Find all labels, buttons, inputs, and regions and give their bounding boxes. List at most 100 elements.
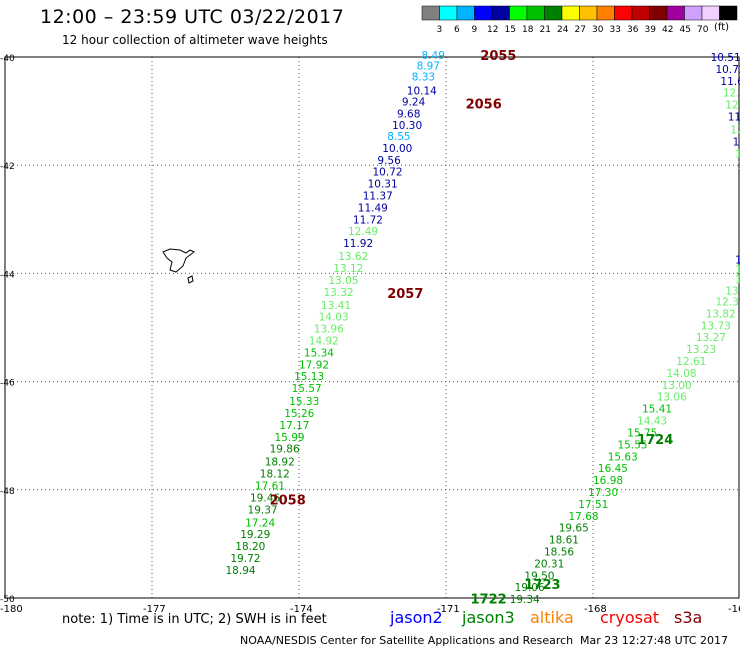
data-point-label: 15.75 bbox=[627, 427, 657, 439]
color-swatch bbox=[596, 5, 615, 21]
data-point-label: 12.49 bbox=[348, 226, 378, 238]
data-point-label: 15.55 bbox=[618, 439, 648, 451]
color-swatch bbox=[719, 5, 738, 21]
data-point-label: 13.06 bbox=[657, 392, 687, 404]
data-point-label: 17.30 bbox=[588, 487, 618, 499]
data-point-label: 13.96 bbox=[314, 324, 344, 336]
data-point-label: 13.12 bbox=[333, 263, 363, 275]
data-point-label: 19.65 bbox=[559, 523, 589, 535]
data-point-label: 15.57 bbox=[292, 383, 322, 395]
data-point-label: 19.29 bbox=[240, 529, 270, 541]
plot-frame bbox=[4, 56, 740, 599]
data-point-label: 13.27 bbox=[696, 332, 726, 344]
chart-points: 8.498.978.33 10.149.249.6810.308.5510.009… bbox=[226, 50, 740, 606]
y-tick-label: -42 bbox=[0, 162, 15, 172]
color-scale-tick: 30 bbox=[592, 25, 604, 35]
data-point-label: 17.68 bbox=[569, 511, 599, 523]
data-point-label: 17.24 bbox=[245, 517, 275, 529]
x-tick-label: -180 bbox=[0, 604, 23, 615]
data-point-label: 15.33 bbox=[289, 396, 319, 408]
color-scale-tick: 27 bbox=[575, 25, 586, 35]
data-point-label: 11.17 bbox=[728, 112, 740, 124]
color-scale-tick: 12 bbox=[487, 25, 498, 35]
data-point-label: 15.63 bbox=[608, 451, 638, 463]
chart-subtitle: 12 hour collection of altimeter wave hei… bbox=[62, 33, 328, 47]
data-point-label: 13.92 bbox=[725, 286, 740, 298]
color-swatch bbox=[684, 5, 703, 21]
color-scale-bar: 3 6 9 12 15 18 21 24 27 30 33 36 39 42 45 70 bbox=[421, 5, 738, 35]
color-scale-tick: 21 bbox=[540, 25, 551, 35]
data-point-label: 15.13 bbox=[294, 371, 324, 383]
data-point-label: 20.31 bbox=[534, 558, 564, 570]
data-point-label: 11.37 bbox=[363, 190, 393, 202]
chart-time-labels: 2055 2056 2057 2058 1724 1723 1722 bbox=[270, 49, 674, 608]
y-tick-label: -48 bbox=[0, 487, 15, 497]
data-point-label: 11.92 bbox=[733, 136, 740, 148]
data-point-label: 13.16 bbox=[735, 264, 740, 276]
color-swatch bbox=[649, 5, 668, 21]
legend-s3a: s3a bbox=[674, 608, 703, 627]
time-label: 2055 bbox=[480, 49, 516, 64]
data-point-label: 18.61 bbox=[549, 535, 579, 547]
data-point-label: 10.72 bbox=[716, 64, 740, 76]
island-outline bbox=[162, 248, 195, 284]
data-point-label: 8.97 bbox=[417, 61, 440, 73]
data-point-label: 18.20 bbox=[235, 541, 265, 553]
color-scale-tick: 6 bbox=[454, 25, 460, 35]
color-swatch bbox=[526, 5, 545, 21]
data-point-label: 17.51 bbox=[578, 499, 608, 511]
data-point-label: 12.57 bbox=[738, 160, 740, 172]
data-point-label: 13.62 bbox=[338, 251, 368, 263]
color-scale-tick: 3 bbox=[437, 25, 443, 35]
data-point-label: 11.68 bbox=[720, 76, 740, 88]
data-point-label: 12.39 bbox=[716, 297, 740, 309]
data-point-label: 18.94 bbox=[226, 565, 256, 577]
data-point-label: 10.14 bbox=[407, 86, 437, 98]
data-point-label: 13.82 bbox=[706, 308, 736, 320]
data-point-label: 19.72 bbox=[230, 553, 260, 565]
color-swatch bbox=[509, 5, 528, 21]
y-tick-label: -50 bbox=[0, 595, 15, 605]
time-label: 1722 bbox=[471, 593, 507, 608]
y-tick-label: -46 bbox=[0, 379, 15, 389]
color-scale-tick: 33 bbox=[610, 25, 621, 35]
data-point-label: 13.42 bbox=[735, 148, 740, 160]
data-point-label: 13.00 bbox=[662, 380, 692, 392]
data-point-label: 19.34 bbox=[510, 594, 540, 606]
data-point-label: 10.51 bbox=[711, 52, 740, 64]
data-point-label: 19.50 bbox=[524, 570, 554, 582]
color-swatch bbox=[491, 5, 510, 21]
chart-title: 12:00 – 23:59 UTC 03/22/2017 bbox=[40, 6, 345, 28]
time-label: 1724 bbox=[637, 433, 673, 448]
data-point-label: 13.32 bbox=[324, 287, 354, 299]
color-scale-tick: 70 bbox=[697, 25, 709, 35]
color-swatch bbox=[474, 5, 493, 21]
data-point-label: 13.38 bbox=[735, 274, 740, 286]
data-point-label: 14.08 bbox=[667, 368, 697, 380]
legend-jason3: jason3 bbox=[462, 608, 515, 627]
legend-altika: altika bbox=[530, 608, 574, 627]
data-point-label: 15.99 bbox=[275, 432, 305, 444]
data-point-label: 11.92 bbox=[343, 238, 373, 250]
footer-credit: NOAA/NESDIS Center for Satellite Applica… bbox=[240, 634, 574, 647]
color-swatch bbox=[561, 5, 580, 21]
y-tick-label: -44 bbox=[0, 270, 15, 280]
data-point-label: 14.43 bbox=[637, 416, 667, 428]
chart-axes: -180 -177 -174 -171 -168 -16 -40 -42 -44 -46 -48 -5… bbox=[0, 54, 740, 615]
data-point-label: 9.56 bbox=[377, 155, 401, 167]
data-point-label: 17.61 bbox=[255, 480, 285, 492]
data-point-label: 8.55 bbox=[387, 131, 410, 143]
color-swatch bbox=[456, 5, 475, 21]
data-point-label: 16.98 bbox=[593, 475, 623, 487]
color-scale-tick: 39 bbox=[645, 25, 657, 35]
data-point-label: 9.24 bbox=[402, 96, 426, 108]
data-point-label: 18.92 bbox=[265, 457, 295, 469]
data-point-label: 12.61 bbox=[676, 356, 706, 368]
data-point-label: 18.12 bbox=[260, 469, 290, 481]
data-point-label: 12.10 bbox=[723, 88, 740, 100]
data-point-label: 19.37 bbox=[248, 504, 278, 516]
data-point-label: 19.06 bbox=[515, 582, 545, 594]
data-point-label: 11.94 bbox=[735, 254, 740, 266]
data-point-label: 8.49 bbox=[422, 50, 445, 62]
footer-note: note: 1) Time is in UTC; 2) SWH is in fe… bbox=[62, 612, 327, 627]
